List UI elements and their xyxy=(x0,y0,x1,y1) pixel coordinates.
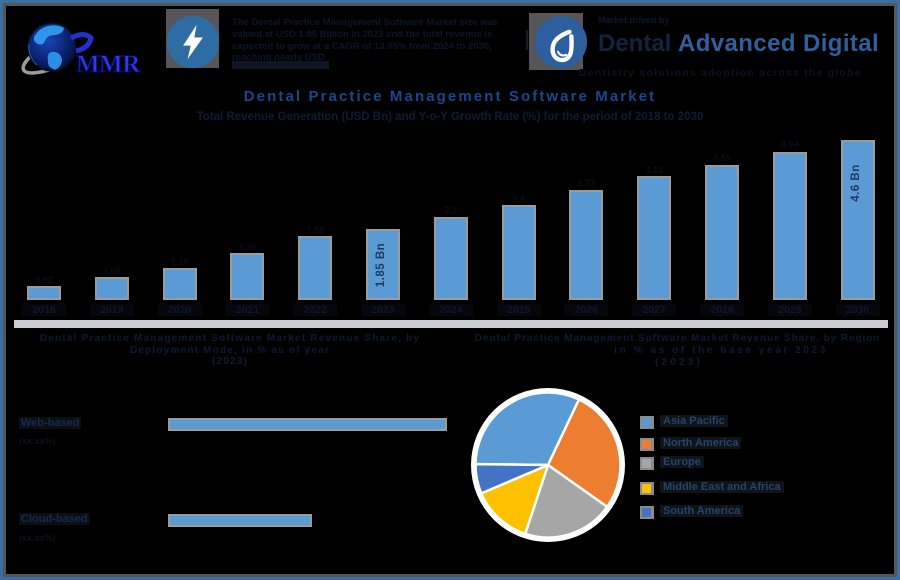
svg-text:MMR: MMR xyxy=(76,51,141,78)
